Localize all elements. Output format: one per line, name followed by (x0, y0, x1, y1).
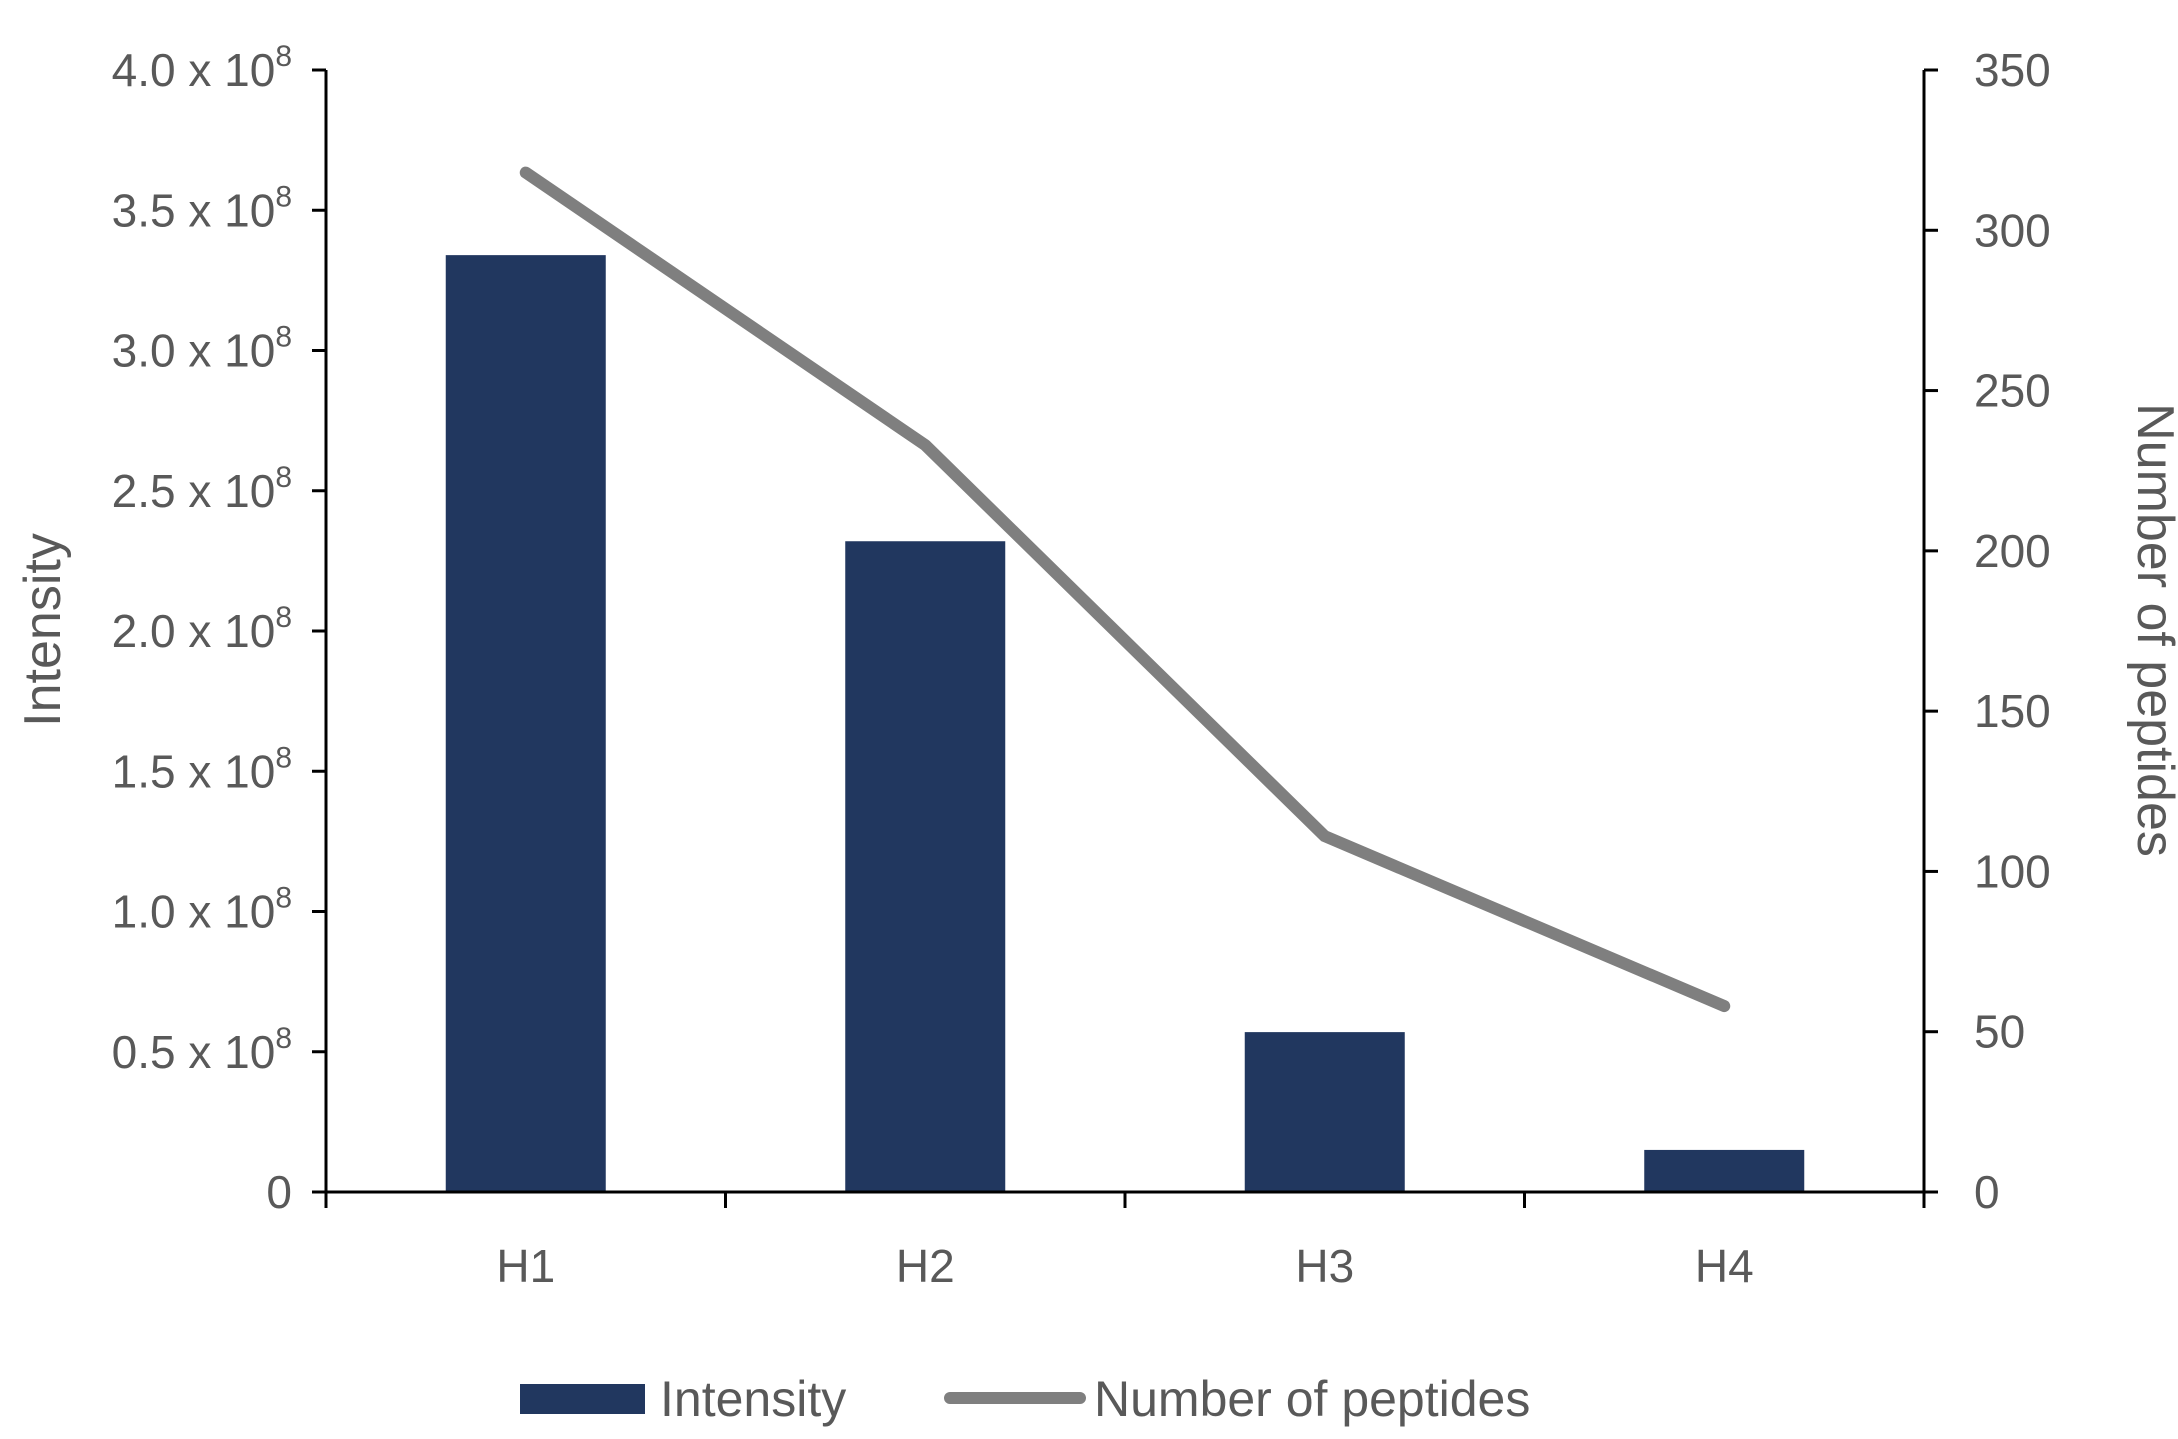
y-tick-label-base: 0 (266, 1166, 292, 1218)
y-tick-label-exponent: 8 (275, 741, 292, 774)
line-layer (526, 172, 1725, 1006)
line-number-of-peptides (526, 173, 1725, 1006)
y-tick-label: 1.5 x 108 (112, 741, 292, 797)
y-tick-label: 4.0 x 108 (112, 40, 292, 96)
y2-tick-label: 0 (1974, 1166, 2000, 1218)
legend-label-peptides: Number of peptides (1094, 1371, 1530, 1427)
y2-tick-label: 250 (1974, 365, 2051, 417)
legend-label-intensity: Intensity (660, 1371, 846, 1427)
bar-h3 (1245, 1032, 1405, 1192)
y2-tick-label: 300 (1974, 204, 2051, 256)
y-tick-label-base: 1.0 x 10 (112, 886, 276, 938)
y-tick-label-base: 3.0 x 10 (112, 325, 276, 377)
y2-tick-label: 350 (1974, 44, 2051, 96)
bar-h4 (1644, 1150, 1804, 1192)
y-tick-label-exponent: 8 (275, 1022, 292, 1055)
y-tick-label-base: 3.5 x 10 (112, 184, 276, 236)
legend-swatch-intensity (520, 1384, 645, 1414)
bars-layer (446, 255, 1805, 1192)
y-tick-label-exponent: 8 (275, 180, 292, 213)
y-tick-label-exponent: 8 (275, 40, 292, 73)
y-tick-label-exponent: 8 (275, 882, 292, 915)
x-tick-label-h4: H4 (1695, 1240, 1754, 1292)
y-tick-label: 1.0 x 108 (112, 882, 292, 938)
y-tick-label-base: 2.0 x 10 (112, 605, 276, 657)
y-tick-label-base: 1.5 x 10 (112, 745, 276, 797)
y-tick-label-base: 2.5 x 10 (112, 465, 276, 517)
y-tick-label: 3.5 x 108 (112, 180, 292, 236)
y-tick-label: 0 (266, 1166, 292, 1218)
y-tick-label: 2.5 x 108 (112, 461, 292, 517)
y-tick-label-exponent: 8 (275, 321, 292, 354)
x-tick-label-h3: H3 (1295, 1240, 1354, 1292)
y-tick-label: 3.0 x 108 (112, 321, 292, 377)
x-tick-label-h1: H1 (496, 1240, 555, 1292)
y2-tick-label: 50 (1974, 1006, 2025, 1058)
y2-tick-label: 100 (1974, 845, 2051, 897)
y-tick-label: 0.5 x 108 (112, 1022, 292, 1078)
y-axis-title: Intensity (14, 533, 72, 727)
y-tick-label-base: 0.5 x 10 (112, 1026, 276, 1078)
y-tick-label-exponent: 8 (275, 601, 292, 634)
y-tick-label: 2.0 x 108 (112, 601, 292, 657)
y-tick-label-base: 4.0 x 10 (112, 44, 276, 96)
x-tick-label-h2: H2 (896, 1240, 955, 1292)
y2-tick-label: 150 (1974, 685, 2051, 737)
legend: Intensity Number of peptides (520, 1371, 1530, 1427)
y-tick-label-exponent: 8 (275, 461, 292, 494)
bar-h1 (446, 255, 606, 1192)
bar-h2 (845, 541, 1005, 1192)
y2-tick-label: 200 (1974, 525, 2051, 577)
y2-axis-title: Number of peptides (2126, 403, 2178, 857)
